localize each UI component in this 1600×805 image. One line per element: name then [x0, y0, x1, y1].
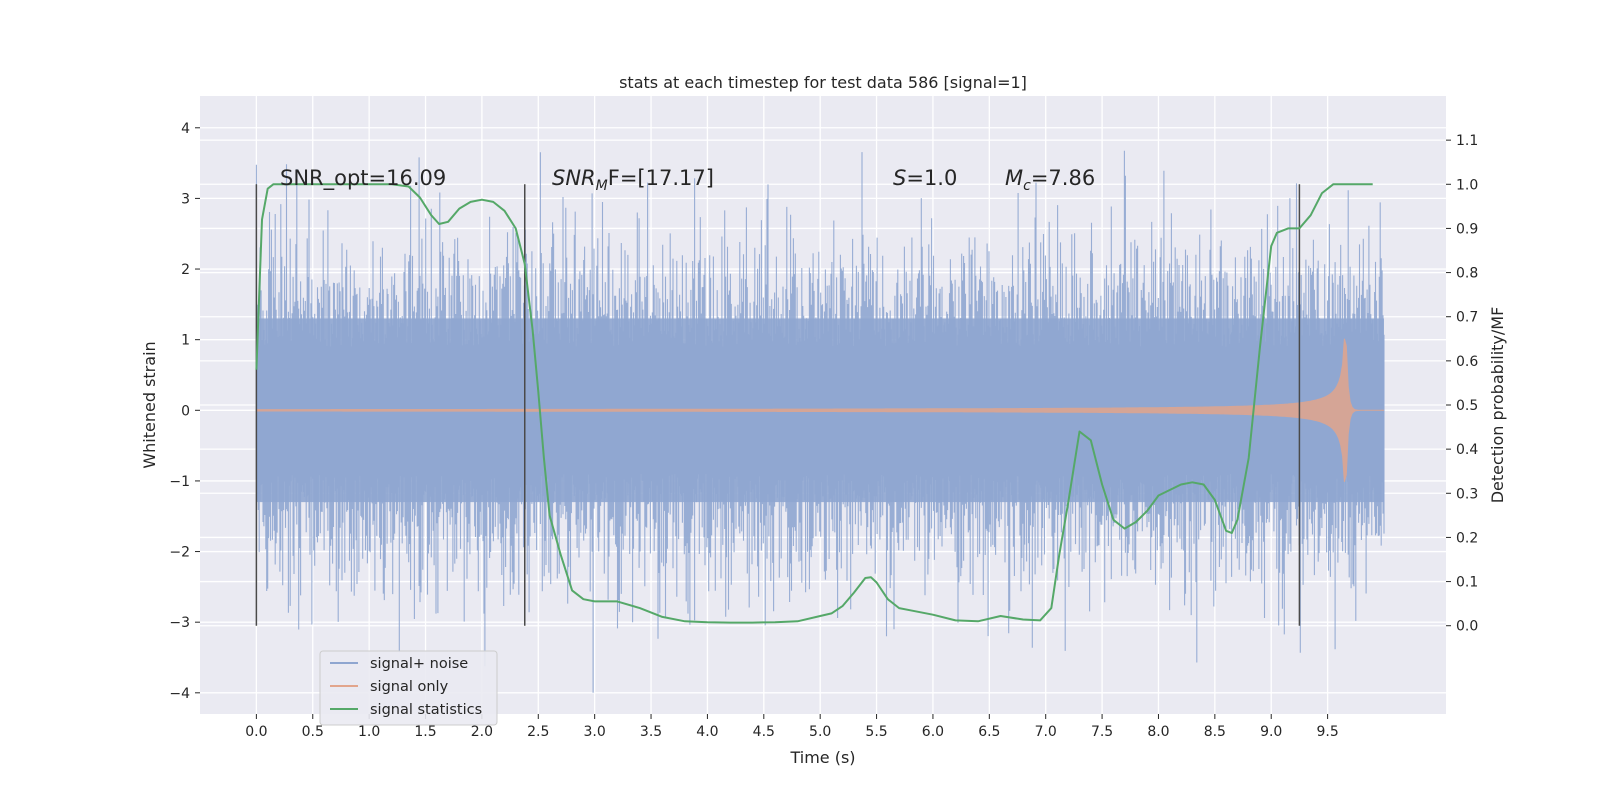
- y-right-tick-label: 0.3: [1456, 486, 1478, 502]
- annotation-snr-mf: SNRMF=[17.17]: [552, 166, 714, 194]
- x-tick-label: 8.0: [1147, 724, 1169, 740]
- x-tick-label: 4.5: [753, 724, 775, 740]
- x-tick-label: 9.0: [1260, 724, 1282, 740]
- y-right-tick-label: 0.2: [1456, 530, 1478, 546]
- x-tick-label: 1.5: [414, 724, 436, 740]
- legend-label-signal-statistics: signal statistics: [370, 702, 482, 718]
- x-tick-label: 5.0: [809, 724, 831, 740]
- series-signal-only: [255, 338, 1384, 482]
- x-tick-label: 9.5: [1316, 724, 1338, 740]
- vertical-markers: [255, 184, 1301, 626]
- annotation-mc: Mc=7.86: [1005, 166, 1095, 194]
- legend-label-signal-noise: signal+ noise: [370, 656, 468, 672]
- chart-title: stats at each timestep for test data 586…: [619, 73, 1027, 92]
- signal-envelope: [255, 338, 1384, 482]
- x-tick-label: 6.0: [922, 724, 944, 740]
- y-right-tick-label: 0.6: [1456, 354, 1478, 370]
- y-right-axis-ticks: 1.1 1.0 0.9 0.8 0.7 0.6 0.5 0.4 0.3 0.2 0.1 0.0: [1446, 133, 1478, 635]
- y-left-axis-label: Whitened strain: [140, 341, 159, 468]
- y-left-tick-label: −4: [169, 686, 190, 702]
- x-tick-label: 4.0: [696, 724, 718, 740]
- x-tick-label: 3.0: [584, 724, 606, 740]
- y-left-tick-label: −2: [169, 545, 190, 561]
- x-tick-label: 6.5: [978, 724, 1000, 740]
- annotation-s: S=1.0: [893, 166, 957, 190]
- x-tick-label: 5.5: [865, 724, 887, 740]
- y-right-tick-label: 1.1: [1456, 133, 1478, 149]
- y-left-tick-label: 4: [181, 121, 190, 137]
- y-left-tick-label: 2: [181, 262, 190, 278]
- x-tick-label: 2.5: [527, 724, 549, 740]
- x-tick-label: 1.0: [358, 724, 380, 740]
- x-tick-label: 8.5: [1204, 724, 1226, 740]
- x-tick-label: 7.5: [1091, 724, 1113, 740]
- y-right-tick-label: 0.4: [1456, 442, 1478, 458]
- y-left-tick-label: 3: [181, 191, 190, 207]
- legend-label-signal-only: signal only: [370, 679, 449, 695]
- x-tick-label: 2.0: [471, 724, 493, 740]
- y-right-axis-label: Detection probability/MF: [1488, 307, 1507, 504]
- y-left-tick-label: −3: [169, 615, 190, 631]
- y-right-tick-label: 0.0: [1456, 619, 1478, 635]
- y-left-tick-label: −1: [169, 474, 190, 490]
- x-axis-label: Time (s): [789, 748, 855, 767]
- y-right-tick-label: 1.0: [1456, 177, 1478, 193]
- x-tick-label: 0.0: [245, 724, 267, 740]
- x-tick-label: 3.5: [640, 724, 662, 740]
- y-right-tick-label: 0.7: [1456, 310, 1478, 326]
- y-right-tick-label: 0.9: [1456, 221, 1478, 237]
- y-left-tick-label: 0: [181, 403, 190, 419]
- y-right-tick-label: 0.8: [1456, 266, 1478, 282]
- legend: signal+ noise signal only signal statist…: [319, 650, 498, 726]
- legend-box: [319, 650, 498, 726]
- x-tick-label: 7.0: [1035, 724, 1057, 740]
- y-right-tick-label: 0.5: [1456, 398, 1478, 414]
- y-left-axis-ticks: 4 3 2 1 0 −1 −2 −3 −4: [169, 121, 200, 702]
- y-right-tick-label: 0.1: [1456, 575, 1478, 591]
- statistics-line: [255, 183, 1373, 624]
- x-tick-label: 0.5: [302, 724, 324, 740]
- y-left-tick-label: 1: [181, 333, 190, 349]
- series-signal-statistics: [255, 183, 1373, 624]
- x-axis-ticks: 0.0 0.5 1.0 1.5 2.0 2.5 3.0 3.5 4.0 4.5 5.0 5.5 6.0 6…: [245, 714, 1339, 740]
- annotation-snr-opt: SNR_opt=16.09: [280, 166, 446, 191]
